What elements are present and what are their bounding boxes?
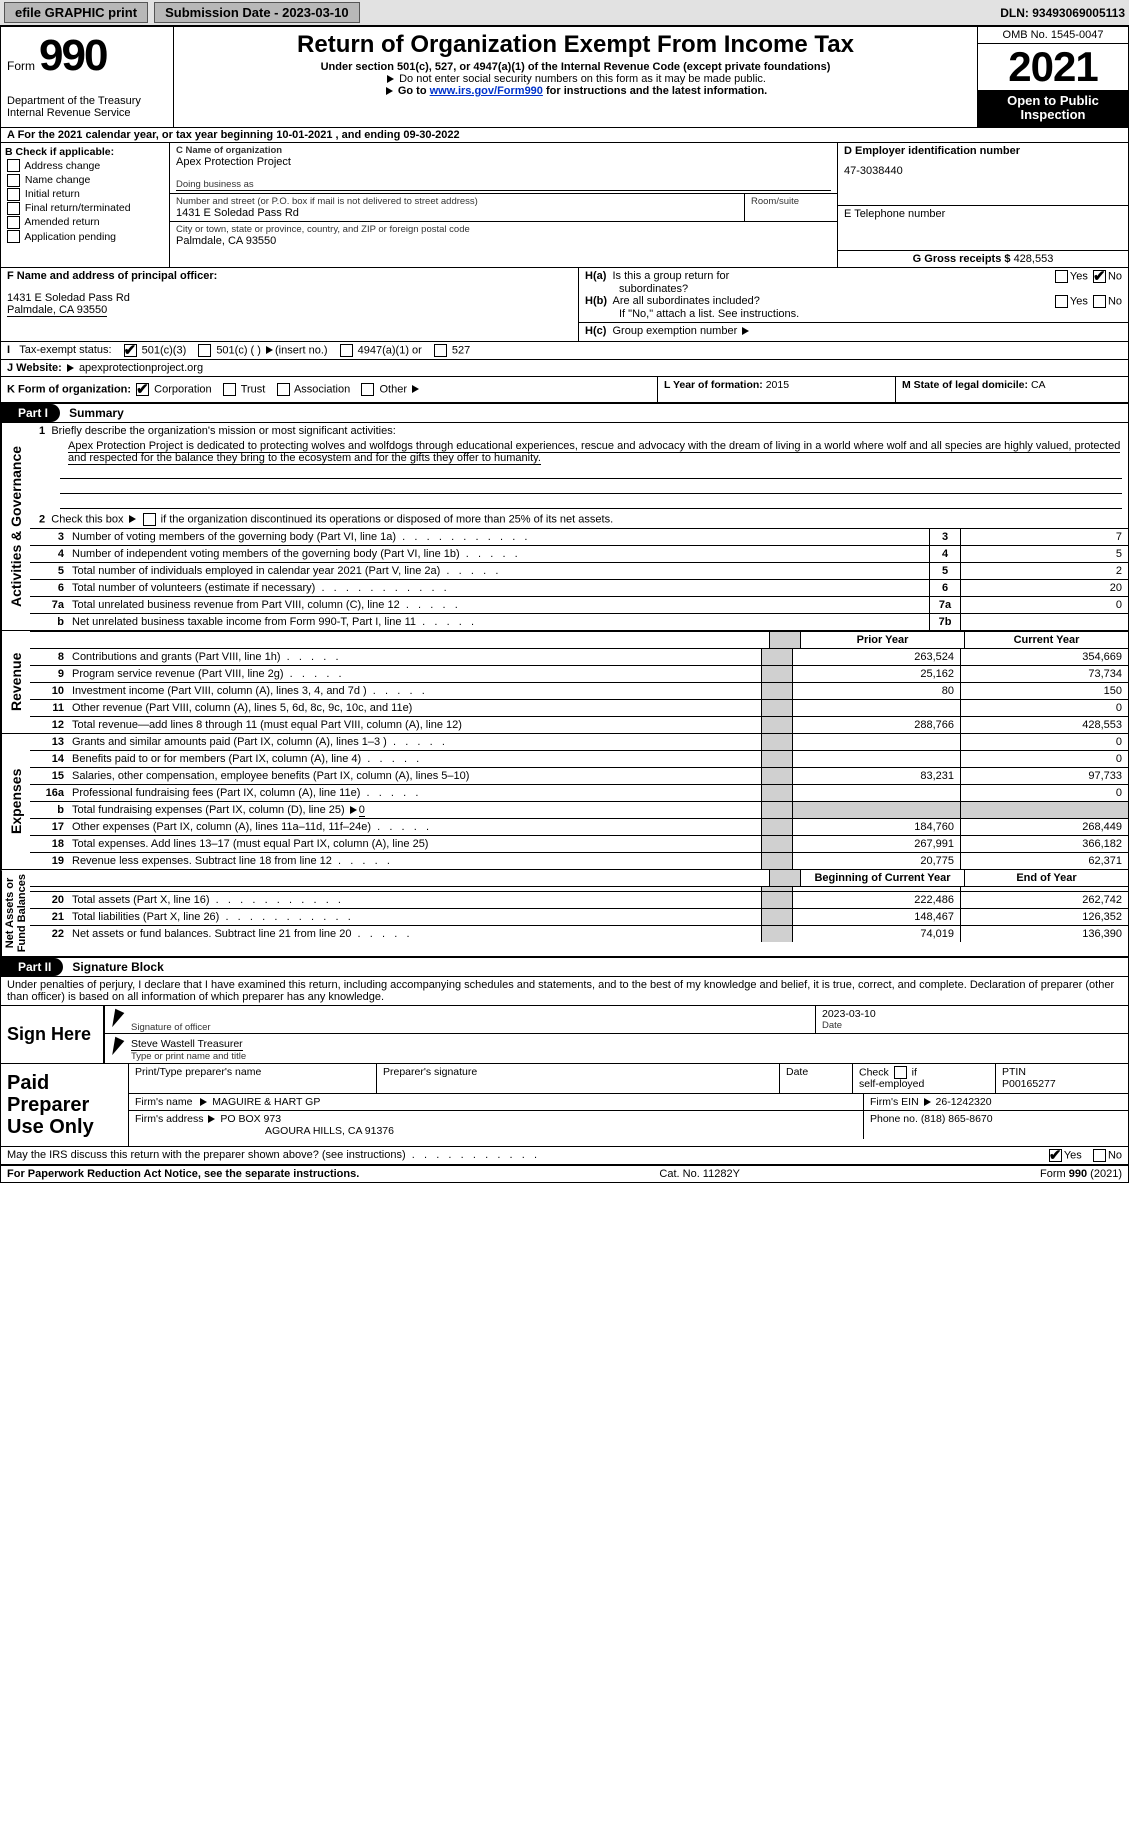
val-7b bbox=[960, 614, 1128, 630]
part1-header: Part I Summary bbox=[1, 404, 1128, 423]
line2-check: 2 Check this box if the organization dis… bbox=[30, 509, 1128, 528]
officer-group-block: F Name and address of principal officer:… bbox=[1, 268, 1128, 342]
dba-label: Doing business as bbox=[176, 179, 831, 191]
activities-governance-section: Activities & Governance 1 Briefly descri… bbox=[1, 423, 1128, 630]
officer-addr2: Palmdale, CA 93550 bbox=[7, 304, 107, 317]
expenses-section: Expenses 13Grants and similar amounts pa… bbox=[1, 733, 1128, 869]
footer-left: For Paperwork Reduction Act Notice, see … bbox=[7, 1168, 359, 1180]
form-header: Form 990 Department of the Treasury Inte… bbox=[1, 27, 1128, 128]
firm-addr1: PO BOX 973 bbox=[220, 1113, 281, 1125]
form-container: Form 990 Department of the Treasury Inte… bbox=[0, 26, 1129, 1183]
city-label: City or town, state or province, country… bbox=[176, 224, 831, 235]
part2-header: Part II Signature Block bbox=[1, 958, 1128, 977]
sidebar-expenses: Expenses bbox=[1, 734, 30, 869]
goto-link-row: Go to www.irs.gov/Form990 for instructio… bbox=[180, 85, 971, 97]
org-name-label: C Name of organization bbox=[176, 145, 831, 156]
ein-value: 47-3038440 bbox=[844, 165, 1122, 177]
street-value: 1431 E Soledad Pass Rd bbox=[176, 207, 738, 219]
revenue-section: Revenue Prior Year Current Year 8Contrib… bbox=[1, 630, 1128, 733]
sidebar-governance: Activities & Governance bbox=[1, 423, 30, 630]
tax-year: 2021 bbox=[978, 44, 1128, 90]
city-value: Palmdale, CA 93550 bbox=[176, 235, 831, 247]
klm-row: K Form of organization: Corporation Trus… bbox=[1, 377, 1128, 404]
col-current-year: Current Year bbox=[964, 632, 1128, 648]
val-7a: 0 bbox=[960, 597, 1128, 613]
org-name: Apex Protection Project bbox=[176, 156, 831, 168]
ssn-note: Do not enter social security numbers on … bbox=[180, 73, 971, 85]
declaration-text: Under penalties of perjury, I declare th… bbox=[1, 977, 1128, 1006]
sidebar-net-assets: Net Assets or Fund Balances bbox=[1, 870, 30, 956]
may-discuss-row: May the IRS discuss this return with the… bbox=[1, 1147, 1128, 1165]
sign-here-block: Sign Here Signature of officer 2023-03-1… bbox=[1, 1006, 1128, 1065]
val-3: 7 bbox=[960, 529, 1128, 545]
dln-label: DLN: 93493069005113 bbox=[1000, 6, 1125, 20]
val-5: 2 bbox=[960, 563, 1128, 579]
box-h: H(a) Is this a group return for Yes No s… bbox=[579, 268, 1128, 341]
pen-icon bbox=[108, 1009, 125, 1030]
tel-label: E Telephone number bbox=[844, 208, 1122, 220]
form-title: Return of Organization Exempt From Incom… bbox=[180, 31, 971, 59]
room-label: Room/suite bbox=[751, 196, 831, 207]
firm-name: MAGUIRE & HART GP bbox=[212, 1096, 320, 1108]
opt-initial-return: Initial return bbox=[25, 188, 80, 200]
mission-text: Apex Protection Project is dedicated to … bbox=[30, 439, 1128, 464]
dept-label: Department of the Treasury Internal Reve… bbox=[7, 95, 167, 119]
firm-ein: 26-1242320 bbox=[936, 1096, 992, 1108]
box-b-title: B Check if applicable: bbox=[5, 145, 165, 159]
tax-period-row: A For the 2021 calendar year, or tax yea… bbox=[1, 128, 1128, 143]
box-f: F Name and address of principal officer:… bbox=[1, 268, 579, 341]
col-end-year: End of Year bbox=[964, 870, 1128, 886]
officer-label: F Name and address of principal officer: bbox=[7, 270, 572, 282]
website-value: apexprotectionproject.org bbox=[79, 362, 203, 374]
ein-label: D Employer identification number bbox=[844, 145, 1122, 157]
val-6: 20 bbox=[960, 580, 1128, 596]
box-c: C Name of organization Apex Protection P… bbox=[170, 143, 837, 267]
omb-number: OMB No. 1545-0047 bbox=[978, 27, 1128, 44]
street-label: Number and street (or P.O. box if mail i… bbox=[176, 196, 738, 207]
col-begin-year: Beginning of Current Year bbox=[800, 870, 964, 886]
form-number: 990 bbox=[39, 31, 106, 81]
col-prior-year: Prior Year bbox=[800, 632, 964, 648]
opt-address-change: Address change bbox=[24, 160, 100, 172]
pen-icon bbox=[108, 1037, 125, 1058]
year-formation: 2015 bbox=[766, 379, 789, 391]
identity-block: B Check if applicable: Address change Na… bbox=[1, 143, 1128, 268]
state-domicile: CA bbox=[1031, 379, 1046, 391]
firm-addr2: AGOURA HILLS, CA 91376 bbox=[265, 1125, 857, 1137]
signer-name: Steve Wastell Treasurer bbox=[131, 1038, 243, 1051]
opt-app-pending: Application pending bbox=[24, 231, 116, 243]
opt-amended: Amended return bbox=[24, 216, 99, 228]
net-assets-section: Net Assets or Fund Balances Beginning of… bbox=[1, 869, 1128, 958]
mission-label: Briefly describe the organization's miss… bbox=[51, 425, 395, 437]
firm-phone: (818) 865-8670 bbox=[921, 1113, 993, 1125]
efile-print-button[interactable]: efile GRAPHIC print bbox=[4, 2, 148, 23]
website-row: J Website: apexprotectionproject.org bbox=[1, 360, 1128, 377]
opt-name-change: Name change bbox=[25, 174, 90, 186]
box-b: B Check if applicable: Address change Na… bbox=[1, 143, 170, 267]
sign-here-label: Sign Here bbox=[1, 1006, 103, 1064]
tax-exempt-row: I Tax-exempt status: 501(c)(3) 501(c) ( … bbox=[1, 342, 1128, 360]
ptin-value: P00165277 bbox=[1002, 1078, 1056, 1090]
page-footer: For Paperwork Reduction Act Notice, see … bbox=[1, 1165, 1128, 1182]
footer-right: Form 990 (2021) bbox=[1040, 1168, 1122, 1180]
gross-value: 428,553 bbox=[1014, 253, 1054, 265]
gross-label: G Gross receipts $ bbox=[913, 253, 1011, 265]
submission-date-display: Submission Date - 2023-03-10 bbox=[154, 2, 360, 23]
opt-final-return: Final return/terminated bbox=[25, 202, 131, 214]
hb-note: If "No," attach a list. See instructions… bbox=[619, 308, 1122, 320]
sign-date: 2023-03-10 bbox=[822, 1008, 1122, 1020]
officer-addr1: 1431 E Soledad Pass Rd bbox=[7, 292, 572, 304]
val-4: 5 bbox=[960, 546, 1128, 562]
open-to-public: Open to Public Inspection bbox=[978, 90, 1128, 127]
form-subtitle: Under section 501(c), 527, or 4947(a)(1)… bbox=[180, 61, 971, 73]
form-word: Form bbox=[7, 59, 35, 73]
footer-cat: Cat. No. 11282Y bbox=[659, 1168, 740, 1180]
paid-preparer-label: Paid Preparer Use Only bbox=[1, 1064, 128, 1146]
top-toolbar: efile GRAPHIC print Submission Date - 20… bbox=[0, 0, 1129, 26]
irs-link[interactable]: www.irs.gov/Form990 bbox=[430, 85, 543, 97]
paid-preparer-block: Paid Preparer Use Only Print/Type prepar… bbox=[1, 1064, 1128, 1147]
sidebar-revenue: Revenue bbox=[1, 631, 30, 733]
box-d: D Employer identification number 47-3038… bbox=[837, 143, 1128, 267]
